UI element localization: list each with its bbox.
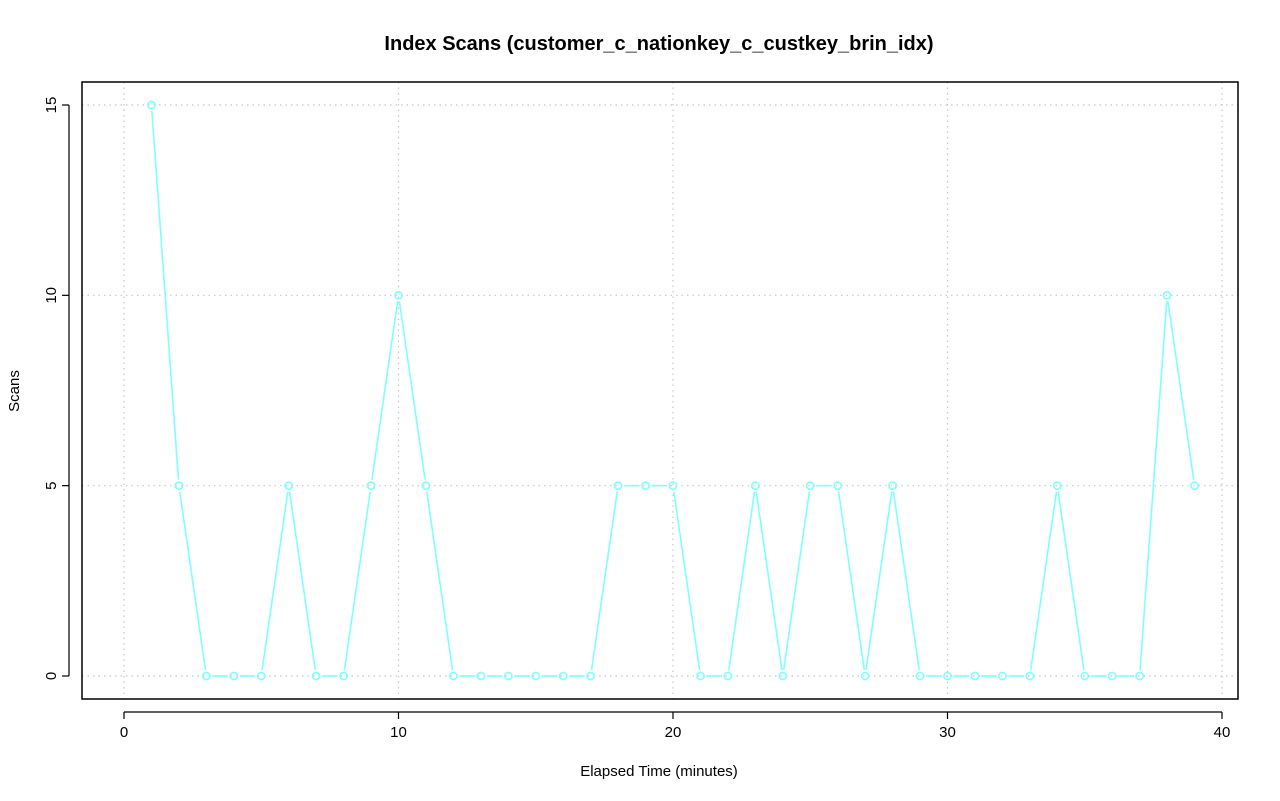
data-point — [201, 671, 211, 681]
y-tick-label: 15 — [43, 97, 60, 114]
x-tick-label: 10 — [390, 724, 407, 741]
data-point — [448, 671, 458, 681]
series-segment — [1139, 301, 1168, 671]
data-point — [147, 100, 156, 110]
series-segment — [1167, 301, 1195, 480]
data-point — [394, 290, 403, 300]
data-point — [943, 671, 952, 681]
axes: 0 10 20 30 40 0 5 10 15 — [43, 97, 1230, 741]
series-segment — [837, 491, 866, 671]
data-point — [586, 671, 596, 681]
data-point — [696, 671, 705, 681]
x-tick-label: 30 — [939, 724, 956, 741]
series-segment — [371, 301, 399, 480]
data-point — [1162, 290, 1172, 300]
series-segment — [892, 491, 920, 671]
series-segment — [673, 491, 701, 671]
data-point — [915, 671, 925, 681]
data-point — [229, 671, 239, 681]
data-point — [421, 481, 431, 491]
data-point — [311, 671, 321, 681]
data-point — [668, 481, 678, 491]
data-point — [366, 481, 376, 491]
series-segment — [727, 491, 756, 671]
data-point — [860, 671, 870, 681]
y-tick-label: 10 — [43, 287, 60, 304]
data-point — [1052, 481, 1062, 491]
series-segment — [426, 491, 454, 671]
data-point — [778, 671, 788, 681]
series-segment — [755, 491, 783, 671]
data-point — [1107, 671, 1117, 681]
chart-title: Index Scans (customer_c_nationkey_c_cust… — [384, 33, 933, 55]
y-axis-label: Scans — [6, 370, 23, 412]
plot-frame — [81, 81, 1239, 700]
data-point — [503, 671, 513, 681]
grid — [82, 82, 1238, 699]
x-axis-label: Elapsed Time (minutes) — [580, 763, 738, 780]
data-point — [750, 481, 760, 491]
data-point — [558, 671, 568, 681]
series-segment — [1029, 491, 1058, 671]
x-tick-label: 0 — [120, 724, 128, 741]
series-segment — [590, 491, 619, 671]
series-segment — [343, 491, 371, 671]
series-segment — [398, 301, 426, 480]
data-point — [1190, 481, 1199, 491]
data-point — [998, 671, 1007, 681]
data-point — [174, 481, 184, 491]
data-point — [339, 671, 348, 681]
y-tick-label: 0 — [43, 672, 60, 680]
x-tick-label: 20 — [665, 724, 682, 741]
data-point — [284, 481, 294, 491]
series-segment — [782, 491, 811, 671]
data-point — [1080, 671, 1090, 681]
series-segment — [178, 491, 207, 671]
data-point — [641, 481, 650, 491]
data-point — [531, 671, 541, 681]
data-point — [1135, 671, 1145, 681]
series-layer — [147, 100, 1199, 681]
series-segment — [288, 491, 317, 671]
data-point — [476, 671, 486, 681]
data-point — [256, 671, 266, 681]
data-point — [723, 671, 733, 681]
data-point — [805, 481, 815, 491]
data-point — [1025, 671, 1035, 681]
series-segment — [1057, 491, 1085, 671]
data-point — [970, 671, 980, 681]
x-tick-label: 40 — [1214, 724, 1231, 741]
data-point — [833, 481, 843, 491]
series-segment — [151, 110, 180, 480]
y-tick-label: 5 — [43, 481, 60, 489]
data-point — [613, 481, 623, 491]
data-point — [888, 481, 897, 491]
series-segment — [865, 491, 893, 671]
series-segment — [261, 491, 289, 671]
